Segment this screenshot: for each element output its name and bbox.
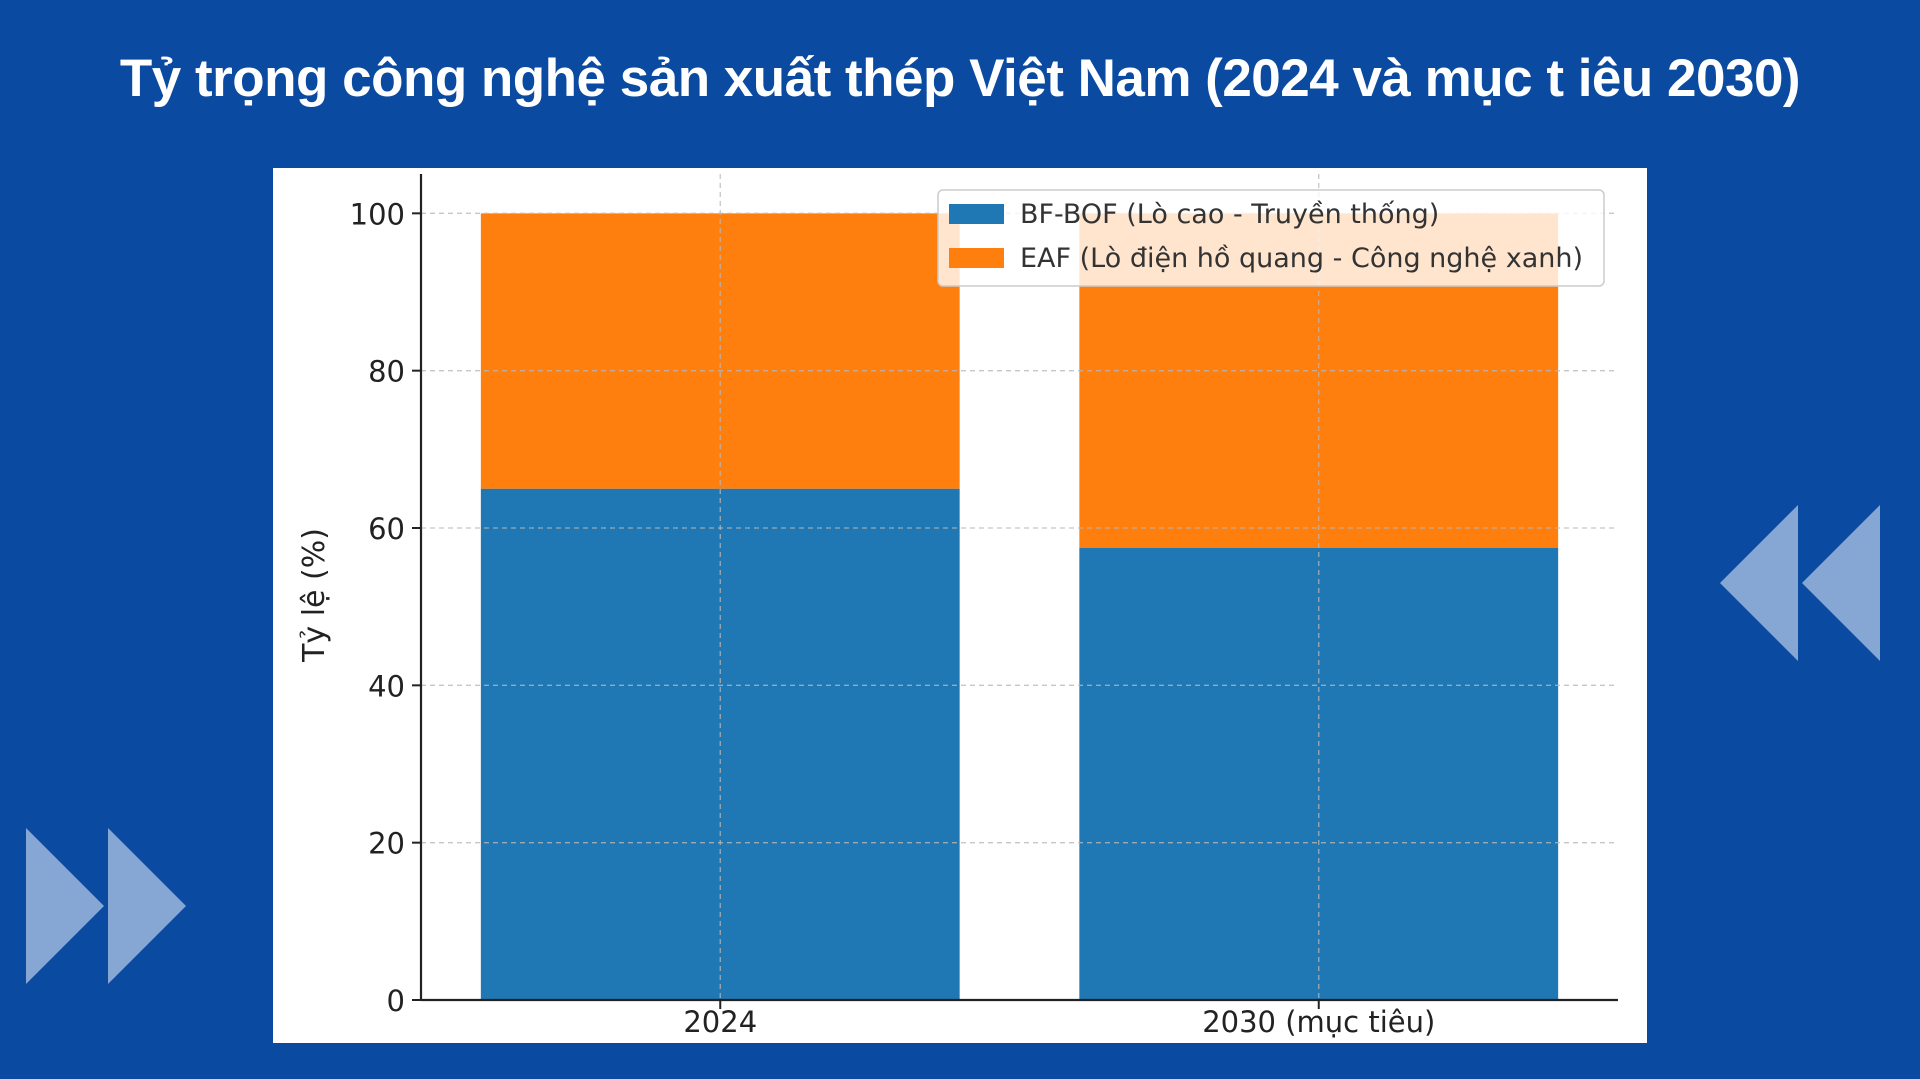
stacked-bar-chart: 0 20 40 60 80 100 2024 2030 (mục tiêu) Tỷ lệ (%)… xyxy=(297,174,1618,1039)
chevron-right-icon xyxy=(26,828,104,984)
double-chevron-left-icon xyxy=(1720,505,1880,661)
double-chevron-right-icon xyxy=(26,828,186,984)
y-tick-label: 20 xyxy=(368,827,405,861)
y-tick-label: 40 xyxy=(368,669,405,703)
legend-box xyxy=(937,189,1605,287)
x-tick-label: 2024 xyxy=(683,1005,757,1039)
page-title: Tỷ trọng công nghệ sản xuất thép Việt Na… xyxy=(119,49,1801,108)
y-tick-label: 80 xyxy=(368,355,405,389)
legend-label: EAF (Lò điện hồ quang - Công nghệ xanh) xyxy=(1020,243,1583,274)
y-tick-label: 100 xyxy=(350,197,405,231)
y-axis-label: Tỷ lệ (%) xyxy=(297,528,332,663)
chevron-left-icon xyxy=(1720,505,1798,661)
chart-panel: 0 20 40 60 80 100 2024 2030 (mục tiêu) Tỷ lệ (%)… xyxy=(273,168,1647,1043)
y-tick-label: 0 xyxy=(387,984,405,1018)
legend-swatch xyxy=(949,248,1004,268)
legend-label: BF-BOF (Lò cao - Truyền thống) xyxy=(1020,199,1439,230)
legend-swatch xyxy=(949,204,1004,224)
x-tick-label: 2030 (mục tiêu) xyxy=(1202,1005,1435,1039)
chevron-left-icon xyxy=(1802,505,1880,661)
chevron-right-icon xyxy=(108,828,186,984)
y-tick-label: 60 xyxy=(368,512,405,546)
